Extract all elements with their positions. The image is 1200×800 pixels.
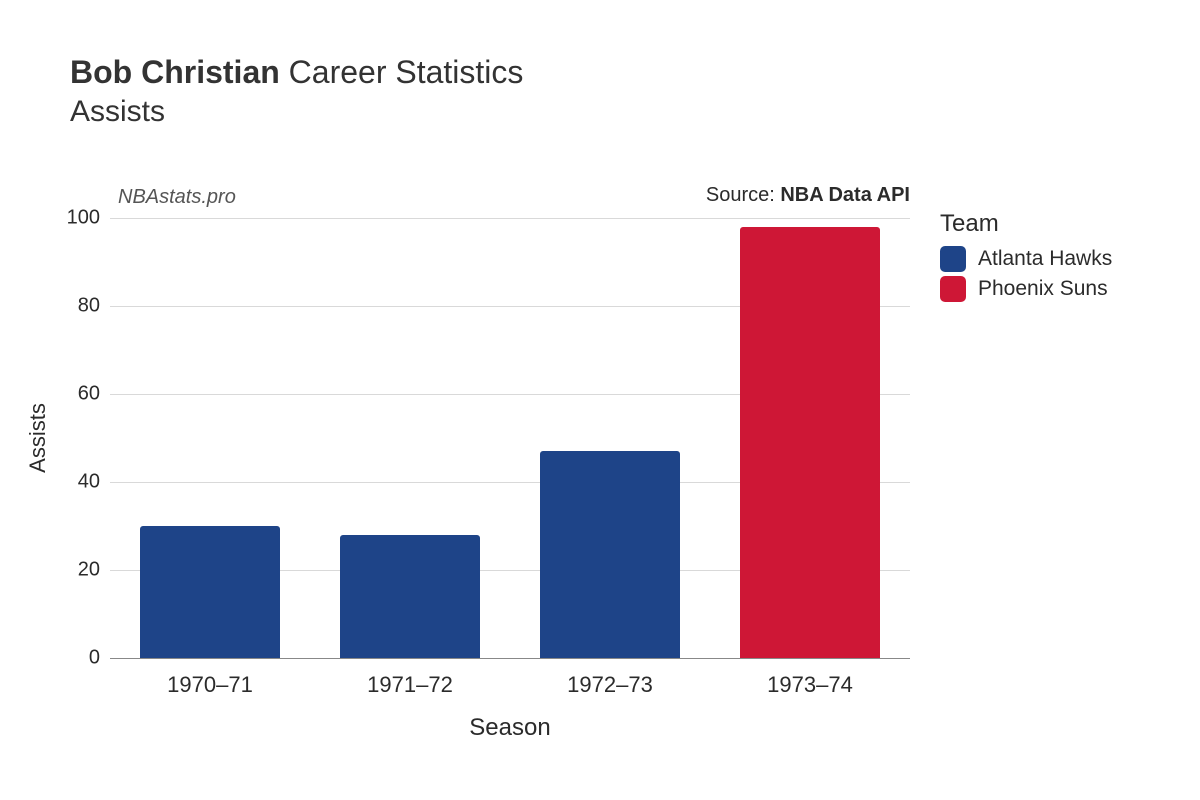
y-tick-label: 100	[67, 207, 110, 230]
y-tick-label: 60	[78, 383, 110, 406]
gridline	[110, 218, 910, 219]
plot-area: 0204060801001970–711971–721972–731973–74…	[110, 218, 910, 658]
bar	[540, 451, 680, 658]
x-tick-label: 1971–72	[367, 658, 453, 698]
x-tick-label: 1972–73	[567, 658, 653, 698]
chart-subtitle: Assists	[70, 95, 1160, 129]
x-tick-label: 1970–71	[167, 658, 253, 698]
title-player-name: Bob Christian	[70, 54, 280, 90]
bar	[340, 535, 480, 658]
legend-swatch	[940, 246, 966, 272]
legend-item: Phoenix Suns	[940, 276, 1112, 302]
legend-title: Team	[940, 210, 1112, 238]
legend-label: Atlanta Hawks	[978, 247, 1112, 271]
x-tick-label: 1973–74	[767, 658, 853, 698]
chart-container: Bob Christian Career Statistics Assists …	[0, 0, 1200, 800]
source-prefix: Source:	[706, 184, 780, 206]
legend: Team Atlanta Hawks Phoenix Suns	[940, 210, 1112, 306]
source-attribution: Source: NBA Data API	[620, 184, 910, 207]
source-name: NBA Data API	[780, 184, 910, 206]
x-axis-title: Season	[469, 658, 550, 742]
legend-label: Phoenix Suns	[978, 277, 1108, 301]
y-tick-label: 0	[89, 647, 110, 670]
legend-swatch	[940, 276, 966, 302]
title-suffix: Career Statistics	[280, 54, 524, 90]
y-tick-label: 40	[78, 471, 110, 494]
chart-title: Bob Christian Career Statistics	[70, 54, 1160, 91]
bar	[740, 227, 880, 658]
y-tick-label: 20	[78, 559, 110, 582]
watermark-site: NBAstats.pro	[118, 186, 236, 209]
y-axis-title: Assists	[25, 403, 51, 473]
y-tick-label: 80	[78, 295, 110, 318]
bar	[140, 526, 280, 658]
legend-item: Atlanta Hawks	[940, 246, 1112, 272]
